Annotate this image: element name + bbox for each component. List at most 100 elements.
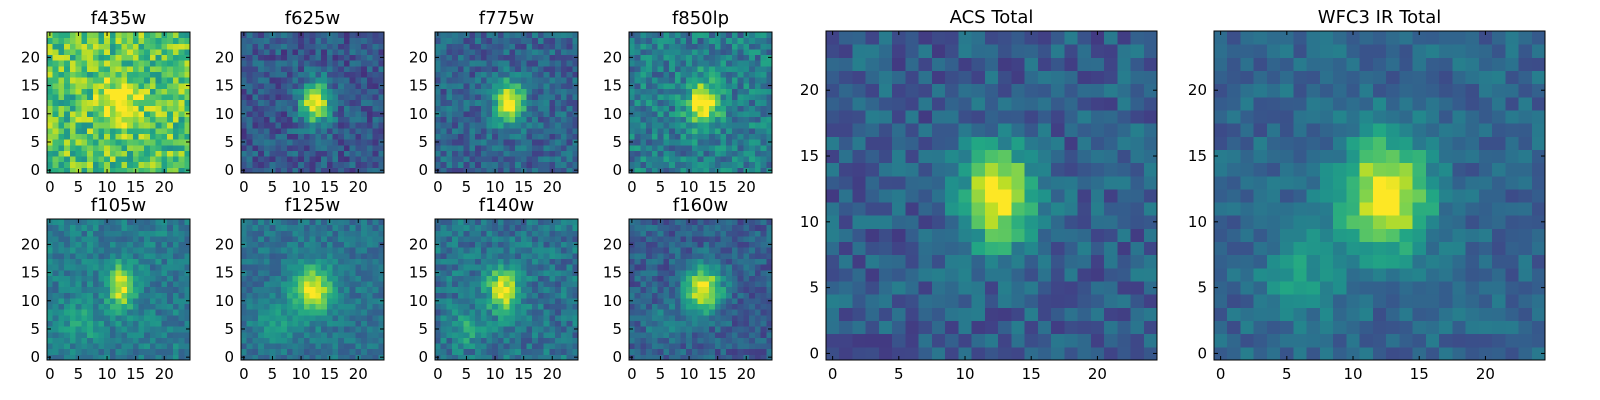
pixel <box>69 275 77 282</box>
pixel <box>680 337 687 344</box>
pixel <box>109 94 117 101</box>
pixel <box>537 37 545 44</box>
pixel <box>674 48 681 56</box>
pixel <box>309 65 316 72</box>
pixel <box>669 337 676 344</box>
pixel <box>446 331 453 338</box>
pixel <box>64 94 71 101</box>
pixel <box>121 71 128 78</box>
pixel <box>321 264 328 271</box>
pixel <box>178 331 185 338</box>
pixel <box>252 219 259 226</box>
pixel <box>115 133 122 140</box>
pixel <box>532 219 539 226</box>
pixel <box>737 156 744 163</box>
pixel <box>657 269 664 276</box>
pixel <box>703 292 710 299</box>
pixel <box>475 326 482 333</box>
pixel <box>303 71 311 78</box>
pixel <box>691 343 699 350</box>
pixel <box>497 32 505 39</box>
pixel <box>178 144 185 151</box>
pixel <box>332 167 339 174</box>
pixel <box>749 71 756 78</box>
pixel <box>138 241 145 248</box>
pixel <box>92 331 99 338</box>
pixel <box>766 144 773 151</box>
pixel <box>252 99 259 106</box>
pixel <box>149 32 157 39</box>
pixel <box>560 326 568 333</box>
pixel <box>749 286 756 293</box>
pixel <box>258 94 265 101</box>
pixel <box>338 269 345 276</box>
pixel <box>572 77 579 84</box>
pixel <box>737 320 744 327</box>
pixel <box>731 105 739 112</box>
pixel <box>720 54 727 61</box>
pixel <box>246 281 253 288</box>
pixel <box>292 281 299 288</box>
pixel <box>161 320 168 327</box>
pixel <box>241 331 248 338</box>
pixel <box>138 264 145 271</box>
pixel <box>184 258 191 265</box>
pixel <box>669 297 676 305</box>
pixel <box>457 275 465 282</box>
pixel <box>338 252 345 259</box>
pixel <box>286 275 293 282</box>
pixel <box>92 32 99 39</box>
x-tick-label: 15 <box>708 178 727 196</box>
pixel <box>144 139 151 146</box>
pixel <box>81 354 88 361</box>
pixel <box>743 348 750 355</box>
pixel <box>144 252 151 259</box>
pixel <box>286 32 293 39</box>
pixel <box>640 156 647 163</box>
pixel <box>75 348 82 355</box>
pixel <box>737 354 744 361</box>
pixel <box>680 161 687 168</box>
pixel <box>680 127 687 135</box>
pixel <box>691 77 699 84</box>
pixel <box>75 224 82 231</box>
pixel <box>726 314 733 322</box>
pixel <box>520 348 528 355</box>
pixel <box>355 156 362 163</box>
pixel <box>709 65 716 72</box>
pixel <box>263 65 271 72</box>
pixel <box>509 161 516 168</box>
pixel <box>98 43 105 50</box>
pixel <box>372 116 379 123</box>
pixel <box>366 320 374 327</box>
pixel <box>640 314 647 322</box>
pixel <box>104 264 111 271</box>
pixel <box>446 303 453 310</box>
x-tick-label: 15 <box>320 365 339 383</box>
pixel <box>52 337 59 344</box>
pixel <box>566 139 573 146</box>
pixel <box>440 71 447 78</box>
pixel <box>361 252 368 259</box>
pixel <box>486 37 493 44</box>
pixel <box>338 60 345 67</box>
pixel <box>64 224 71 231</box>
pixel <box>315 348 322 355</box>
pixel <box>537 235 545 243</box>
pixel <box>726 286 733 293</box>
pixel <box>526 235 533 243</box>
pixel <box>503 60 510 67</box>
pixel <box>92 71 99 78</box>
pixel <box>75 292 82 299</box>
pixel <box>731 82 739 89</box>
pixel <box>132 161 140 168</box>
pixel <box>452 110 459 118</box>
pixel <box>446 94 453 101</box>
pixel <box>246 354 253 361</box>
pixel <box>486 314 493 322</box>
x-tick-label: 10 <box>98 178 117 196</box>
pixel <box>252 297 259 305</box>
pixel <box>167 258 174 265</box>
pixel <box>127 326 134 333</box>
pixel <box>537 309 545 316</box>
